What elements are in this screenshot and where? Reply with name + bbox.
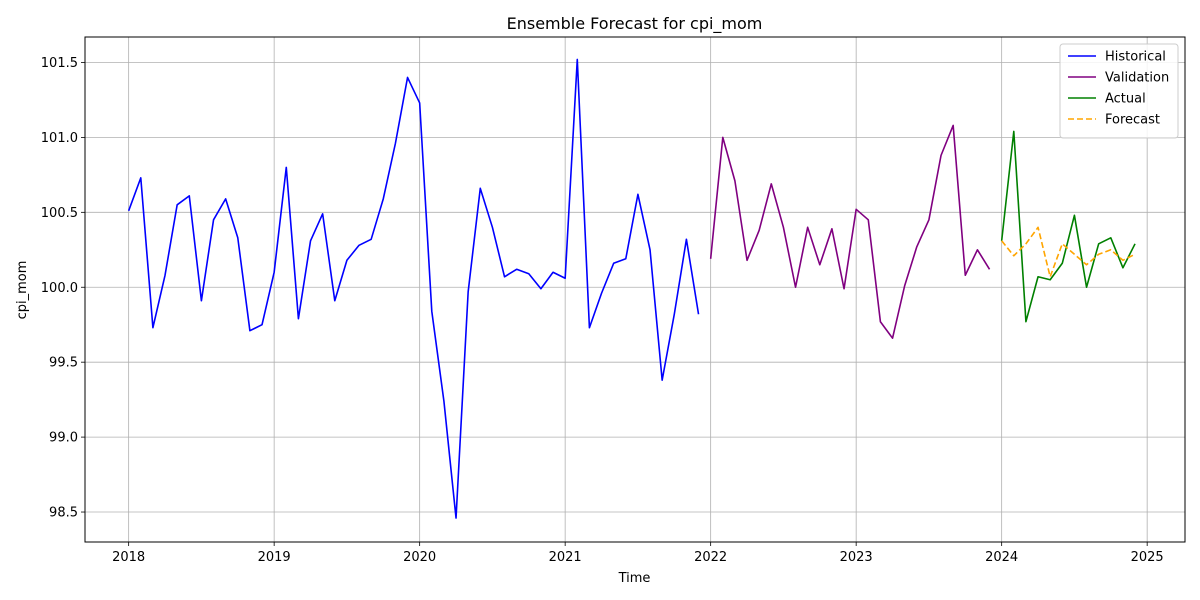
y-axis-label: cpi_mom — [15, 261, 30, 320]
y-tick-label: 101.5 — [41, 56, 78, 71]
legend-box — [1059, 43, 1179, 139]
series-line-historical — [127, 58, 700, 519]
legend: Historical Validation Actual Forecast — [1059, 43, 1179, 139]
x-tick-label: 2018 — [112, 550, 145, 565]
series-line-validation — [709, 124, 991, 340]
y-tick-label: 100.0 — [41, 281, 78, 296]
legend-label-validation: Validation — [1105, 71, 1169, 86]
x-tick-label: 2024 — [985, 550, 1018, 565]
grid-lines — [85, 37, 1185, 542]
legend-label-actual: Actual — [1105, 92, 1146, 107]
y-tick-label: 100.5 — [41, 206, 78, 221]
x-tick-label: 2025 — [1131, 550, 1164, 565]
y-tick-label: 99.5 — [49, 356, 78, 371]
series-lines — [127, 58, 1136, 519]
x-tick-label: 2022 — [694, 550, 727, 565]
axis-ticks: 2018 2019 2020 2021 2022 2023 2024 2025 98.5 99.0… — [41, 56, 1164, 565]
x-tick-label: 2021 — [549, 550, 582, 565]
legend-label-historical: Historical — [1105, 50, 1166, 65]
series-line-actual — [1000, 130, 1136, 323]
y-tick-label: 99.0 — [49, 431, 78, 446]
x-tick-label: 2023 — [840, 550, 873, 565]
chart-title: Ensemble Forecast for cpi_mom — [507, 14, 763, 34]
x-tick-label: 2020 — [403, 550, 436, 565]
legend-label-forecast: Forecast — [1105, 113, 1160, 128]
x-axis-label: Time — [618, 571, 651, 586]
y-tick-label: 98.5 — [49, 506, 78, 521]
y-tick-label: 101.0 — [41, 131, 78, 146]
x-tick-label: 2019 — [258, 550, 291, 565]
plot-frame — [84, 36, 1186, 543]
